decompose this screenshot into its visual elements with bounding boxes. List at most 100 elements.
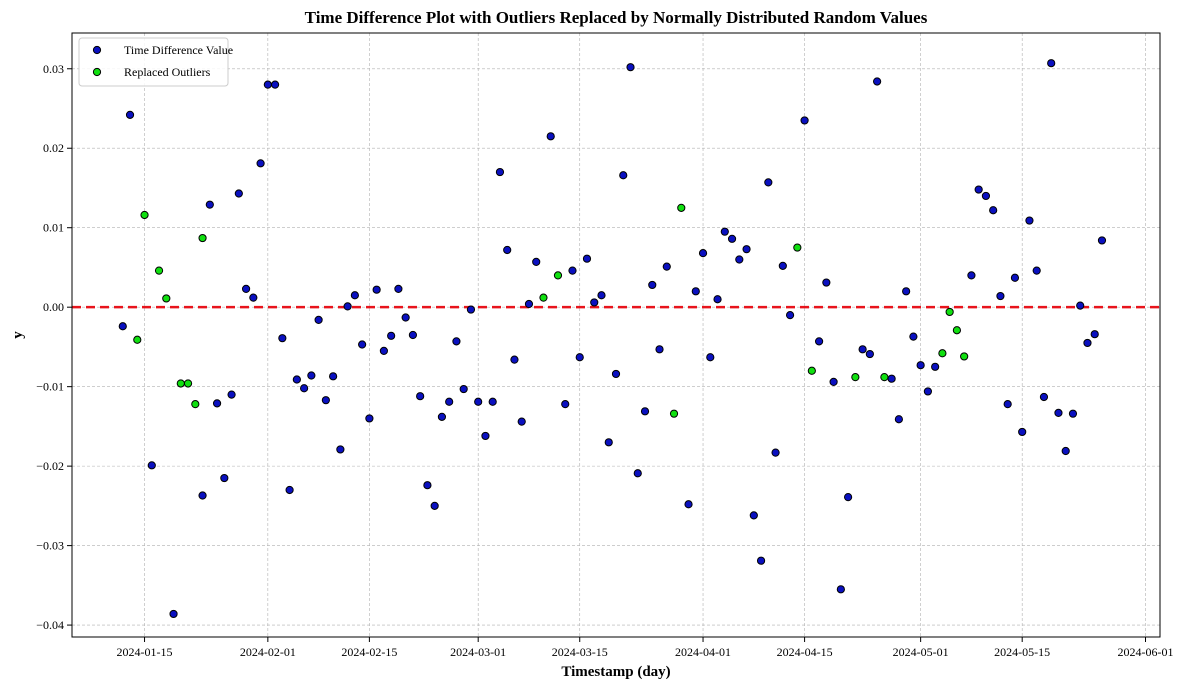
time-difference-point (379, 346, 388, 355)
replaced-outlier-point (851, 373, 860, 382)
time-difference-point (118, 322, 127, 331)
replaced-outlier-point (669, 409, 679, 418)
time-difference-point (575, 353, 584, 362)
time-difference-point (532, 257, 541, 266)
time-difference-point (931, 362, 940, 371)
time-difference-point (343, 302, 352, 311)
replaced-outlier-point (880, 373, 889, 382)
time-difference-point (307, 371, 316, 380)
time-difference-point (720, 227, 729, 236)
y-tick-label: −0.01 (36, 380, 64, 394)
time-difference-point (662, 262, 671, 271)
time-difference-point (394, 284, 403, 294)
x-tick-label: 2024-03-01 (450, 645, 506, 659)
time-difference-point (510, 355, 519, 364)
legend-label-time-difference: Time Difference Value (124, 43, 233, 57)
time-difference-point (263, 80, 272, 89)
time-difference-point (503, 245, 512, 255)
time-difference-point (590, 298, 599, 307)
time-difference-point (437, 412, 447, 421)
time-difference-point (829, 377, 838, 386)
time-difference-point (321, 396, 330, 405)
y-tick-label: −0.02 (36, 459, 64, 473)
time-difference-point (814, 337, 824, 346)
time-difference-point (916, 361, 925, 370)
time-difference-point (691, 287, 700, 296)
replaced-outlier-point (960, 352, 969, 361)
time-difference-point (981, 191, 991, 201)
time-difference-point (205, 200, 214, 209)
time-difference-point (227, 390, 236, 399)
time-difference-point (430, 501, 439, 510)
time-difference-point (401, 313, 410, 322)
replaced-outlier-point (952, 326, 962, 335)
time-difference-point (1083, 338, 1092, 348)
legend-marker-time-difference (92, 45, 102, 55)
time-difference-point (633, 469, 642, 478)
time-difference-point (1047, 59, 1056, 68)
y-tick-label: −0.04 (36, 618, 64, 632)
time-difference-point (561, 400, 570, 409)
time-difference-point (1090, 330, 1099, 339)
x-tick-label: 2024-04-01 (675, 645, 731, 659)
time-difference-point (727, 234, 737, 243)
time-difference-point (611, 369, 621, 379)
time-difference-point (844, 493, 853, 502)
time-difference-point (198, 491, 207, 500)
time-difference-point (423, 481, 432, 490)
time-difference-point (858, 345, 867, 354)
time-difference-point (640, 407, 650, 416)
time-difference-point (147, 461, 156, 470)
legend: Time Difference Value Replaced Outliers (78, 37, 233, 87)
time-difference-point (249, 293, 258, 302)
replaced-outlier-point (553, 271, 563, 280)
time-difference-point (1097, 236, 1107, 245)
time-difference-point (1039, 392, 1049, 402)
time-difference-point (285, 485, 294, 495)
replaced-outlier-point (938, 349, 947, 358)
time-difference-point (408, 330, 418, 340)
time-difference-point (336, 445, 345, 454)
replaced-outlier-point (133, 335, 142, 344)
y-tick-label: 0.01 (43, 221, 64, 235)
time-difference-point (778, 261, 787, 270)
replaced-outlier-point (183, 379, 193, 388)
grid (72, 33, 1160, 637)
time-difference-point (524, 299, 534, 309)
time-difference-point (488, 397, 497, 406)
time-difference-point (546, 132, 555, 141)
time-difference-point (967, 271, 976, 280)
time-difference-point (452, 337, 461, 346)
time-difference-point (517, 417, 526, 426)
time-difference-point (974, 185, 983, 194)
plot-frame (71, 32, 1161, 638)
time-difference-point (350, 291, 359, 300)
time-difference-point (1003, 400, 1012, 409)
time-difference-point (241, 284, 251, 294)
time-difference-point (996, 291, 1005, 301)
x-tick-label: 2024-05-01 (893, 645, 949, 659)
time-difference-point (873, 77, 882, 86)
time-difference-point (582, 254, 592, 263)
x-tick-label: 2024-02-15 (341, 645, 397, 659)
y-tick-label: 0.00 (43, 300, 64, 314)
time-difference-point (785, 311, 795, 320)
time-difference-point (713, 295, 722, 304)
y-axis-ticks: −0.04 −0.03 −0.02 −0.01 0.00 0.01 0.02 0.03 (36, 62, 72, 632)
time-difference-point (1076, 301, 1085, 310)
time-difference-point (887, 374, 896, 383)
time-difference-point (923, 387, 932, 396)
time-difference-point (619, 171, 628, 180)
replaced-outlier-point (140, 210, 149, 220)
time-difference-point (278, 334, 287, 343)
time-difference-point (314, 315, 323, 324)
time-difference-point (756, 556, 766, 565)
y-axis-label: y (10, 331, 26, 339)
replaced-outlier-point (162, 294, 171, 303)
legend-label-replaced-outliers: Replaced Outliers (124, 65, 211, 79)
time-difference-point (481, 431, 490, 441)
time-difference-point (626, 63, 635, 72)
replaced-outlier-point (945, 307, 954, 317)
time-difference-point (568, 266, 577, 275)
